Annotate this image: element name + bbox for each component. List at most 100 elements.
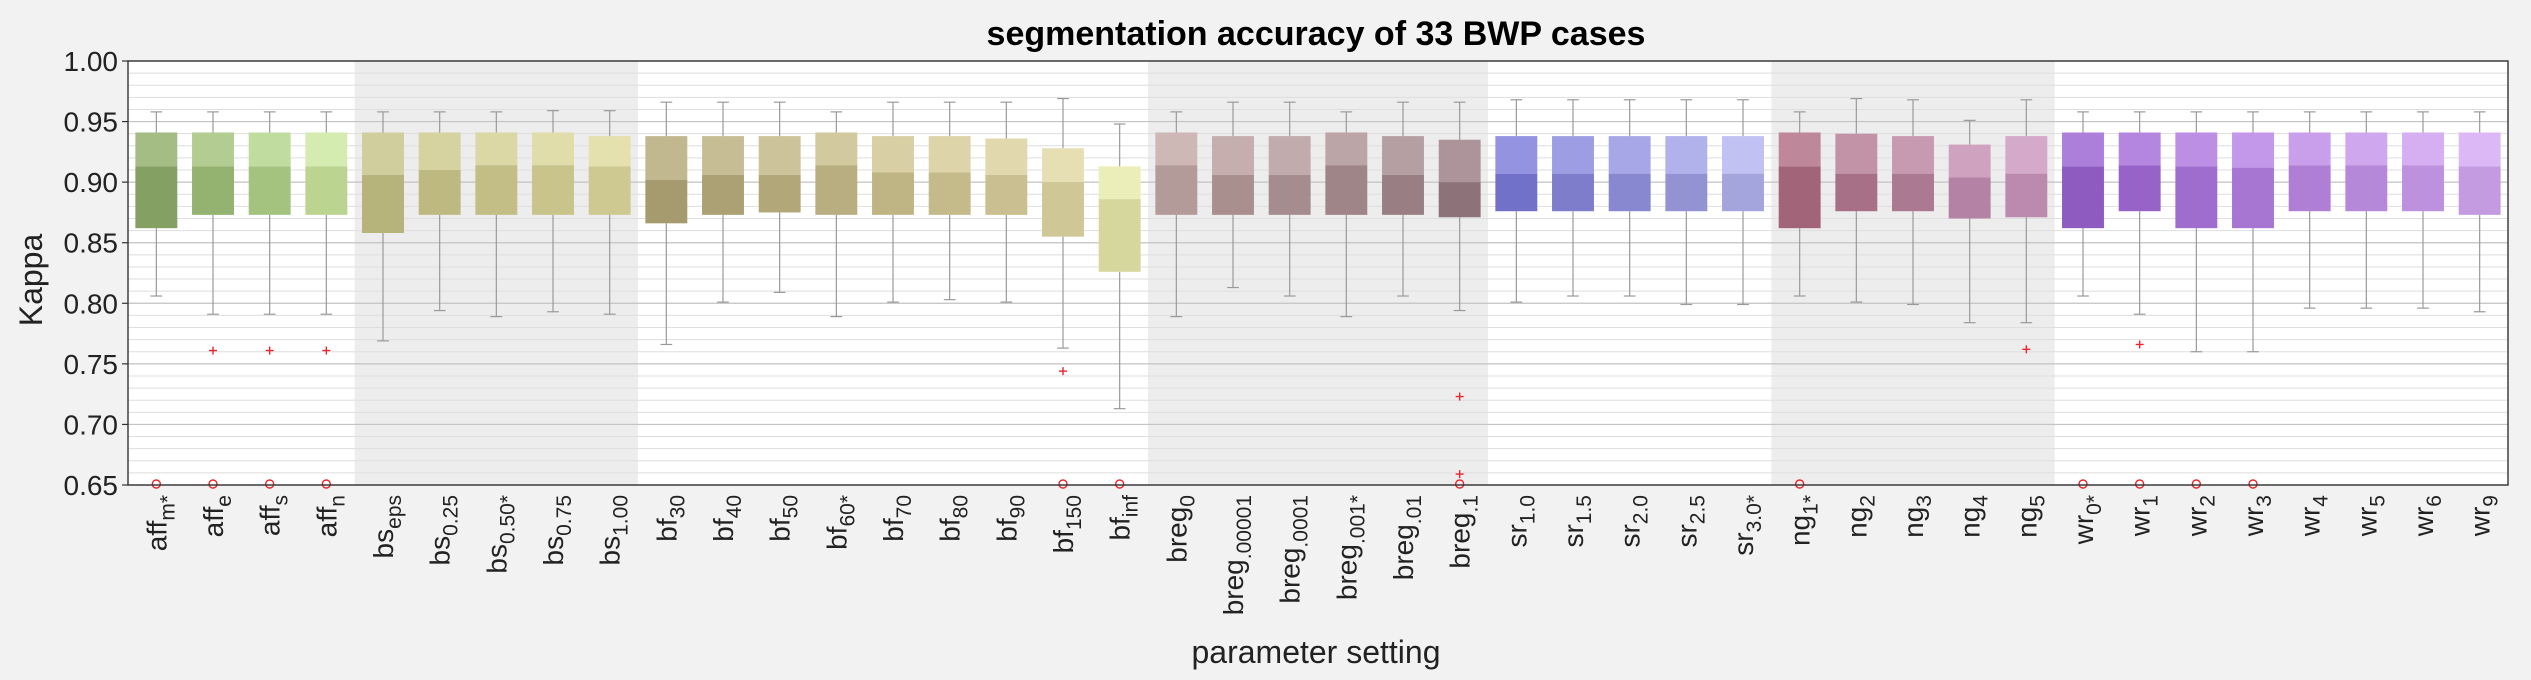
box-ng-3 bbox=[1892, 99, 1934, 306]
x-tick-label: ng4 bbox=[1955, 495, 1993, 538]
box-ng-1* bbox=[1778, 111, 1821, 489]
box-lower-quartile bbox=[362, 174, 404, 234]
box-lower-quartile bbox=[1948, 177, 1991, 219]
x-tick-label: affs bbox=[255, 495, 293, 536]
x-tick-label-subscript: 5 bbox=[2366, 495, 2389, 507]
x-tick-label-base: wr bbox=[2181, 507, 2212, 538]
x-tick-label-subscript: 90 bbox=[1006, 495, 1029, 518]
off-axis-indicator bbox=[264, 479, 275, 489]
box-lower-quartile bbox=[2458, 166, 2501, 215]
x-tick-label: ng1* bbox=[1785, 495, 1823, 546]
box-upper-quartile bbox=[2345, 132, 2388, 166]
box-lower-quartile bbox=[872, 172, 914, 215]
box-lower-quartile bbox=[1892, 173, 1934, 212]
box-lower-quartile bbox=[1098, 199, 1141, 272]
x-tick-label-subscript: 1 bbox=[2140, 495, 2163, 507]
box-lower-quartile bbox=[588, 166, 631, 215]
box-lower-quartile bbox=[1325, 165, 1368, 215]
box-upper-quartile bbox=[1042, 148, 1084, 183]
box-lower-quartile bbox=[2345, 165, 2388, 212]
x-tick-label: sr2.5 bbox=[1671, 495, 1709, 548]
box-upper-quartile bbox=[645, 136, 688, 180]
x-tick-label: bs0.50* bbox=[481, 495, 519, 574]
box-bf-70 bbox=[872, 101, 914, 303]
x-tick-label-base: bf bbox=[878, 518, 909, 542]
box-upper-quartile bbox=[588, 136, 631, 167]
x-tick-label-subscript: 2 bbox=[1856, 495, 1879, 507]
box-upper-quartile bbox=[1722, 136, 1764, 174]
x-tick-label: breg0 bbox=[1161, 495, 1199, 563]
box-breg-.0001 bbox=[1268, 101, 1311, 297]
box-lower-quartile bbox=[475, 165, 518, 215]
x-tick-label-subscript: .001* bbox=[1346, 495, 1369, 544]
x-tick-label: sr2.0 bbox=[1615, 495, 1653, 548]
x-tick-label: ng3 bbox=[1898, 495, 1936, 538]
x-tick-label-base: sr bbox=[1728, 532, 1759, 555]
box-wr-2 bbox=[2175, 111, 2218, 489]
x-tick-label-subscript: 0.50* bbox=[496, 495, 519, 544]
x-tick-label: ng2 bbox=[1841, 495, 1879, 538]
box-bf-60* bbox=[815, 111, 858, 318]
box-aff-m* bbox=[135, 111, 178, 489]
x-tick-label: bf60* bbox=[821, 495, 859, 550]
x-tick-label: wr3 bbox=[2238, 495, 2276, 537]
box-upper-quartile bbox=[1835, 133, 1878, 174]
box-upper-quartile bbox=[475, 132, 518, 166]
x-tick-label-subscript: .01 bbox=[1403, 495, 1426, 524]
box-lower-quartile bbox=[2005, 173, 2048, 218]
x-tick-label: bf30 bbox=[651, 495, 689, 542]
box-lower-quartile bbox=[1665, 173, 1708, 212]
group-band-breg bbox=[1148, 61, 1488, 485]
box-ng-2 bbox=[1835, 97, 1878, 303]
x-tick-label-subscript: 0.25 bbox=[440, 495, 463, 536]
box-wr-5 bbox=[2345, 111, 2388, 309]
box-upper-quartile bbox=[1212, 136, 1254, 175]
x-tick-label-base: bf bbox=[1048, 530, 1079, 554]
x-tick-label: wr4 bbox=[2295, 495, 2333, 538]
box-upper-quartile bbox=[418, 132, 461, 171]
box-upper-quartile bbox=[2458, 132, 2501, 167]
box-lower-quartile bbox=[1552, 173, 1594, 212]
x-tick-label-base: bf bbox=[708, 518, 739, 542]
box-aff-e bbox=[192, 111, 234, 489]
x-tick-label-subscript: 6 bbox=[2423, 495, 2446, 507]
x-tick-label-subscript: 70 bbox=[893, 495, 916, 518]
box-bs-0.50* bbox=[475, 111, 518, 318]
box-lower-quartile bbox=[1608, 173, 1651, 212]
off-axis-indicator bbox=[2191, 479, 2202, 489]
box-lower-quartile bbox=[305, 166, 348, 215]
box-sr-3.0* bbox=[1722, 99, 1764, 306]
x-tick-label-base: bs bbox=[481, 544, 512, 574]
box-lower-quartile bbox=[815, 165, 858, 215]
x-tick-label: wr5 bbox=[2351, 495, 2389, 537]
x-tick-label-base: breg bbox=[1218, 559, 1249, 615]
y-tick-label: 0.75 bbox=[64, 349, 119, 380]
x-tick-label-base: sr bbox=[1671, 524, 1702, 547]
x-tick-label-base: bf bbox=[821, 526, 852, 550]
box-upper-quartile bbox=[1098, 166, 1141, 200]
box-upper-quartile bbox=[1552, 136, 1594, 174]
x-tick-label-base: wr bbox=[2125, 507, 2156, 538]
box-lower-quartile bbox=[1268, 174, 1311, 215]
box-breg-.1 bbox=[1438, 101, 1481, 489]
box-lower-quartile bbox=[1042, 182, 1084, 237]
box-upper-quartile bbox=[248, 132, 291, 167]
x-tick-label-base: aff bbox=[255, 505, 286, 536]
x-tick-label-base: wr bbox=[2068, 515, 2099, 546]
box-bf-inf bbox=[1098, 123, 1141, 489]
box-upper-quartile bbox=[1268, 136, 1311, 175]
box-lower-quartile bbox=[2288, 165, 2331, 212]
x-tick-label: ng5 bbox=[2011, 495, 2049, 538]
x-tick-label: sr3.0* bbox=[1728, 495, 1766, 556]
box-wr-4 bbox=[2288, 111, 2331, 309]
x-tick-label: bs0.25 bbox=[425, 495, 463, 565]
x-tick-label-subscript: 1* bbox=[1800, 495, 1823, 515]
off-axis-indicator bbox=[1114, 479, 1125, 489]
box-sr-1.5 bbox=[1552, 99, 1594, 297]
box-upper-quartile bbox=[758, 136, 801, 175]
box-lower-quartile bbox=[1722, 173, 1764, 212]
x-tick-label-subscript: 60* bbox=[836, 495, 859, 527]
box-bf-40 bbox=[702, 101, 744, 303]
x-tick-label-subscript: 0 bbox=[1176, 495, 1199, 507]
